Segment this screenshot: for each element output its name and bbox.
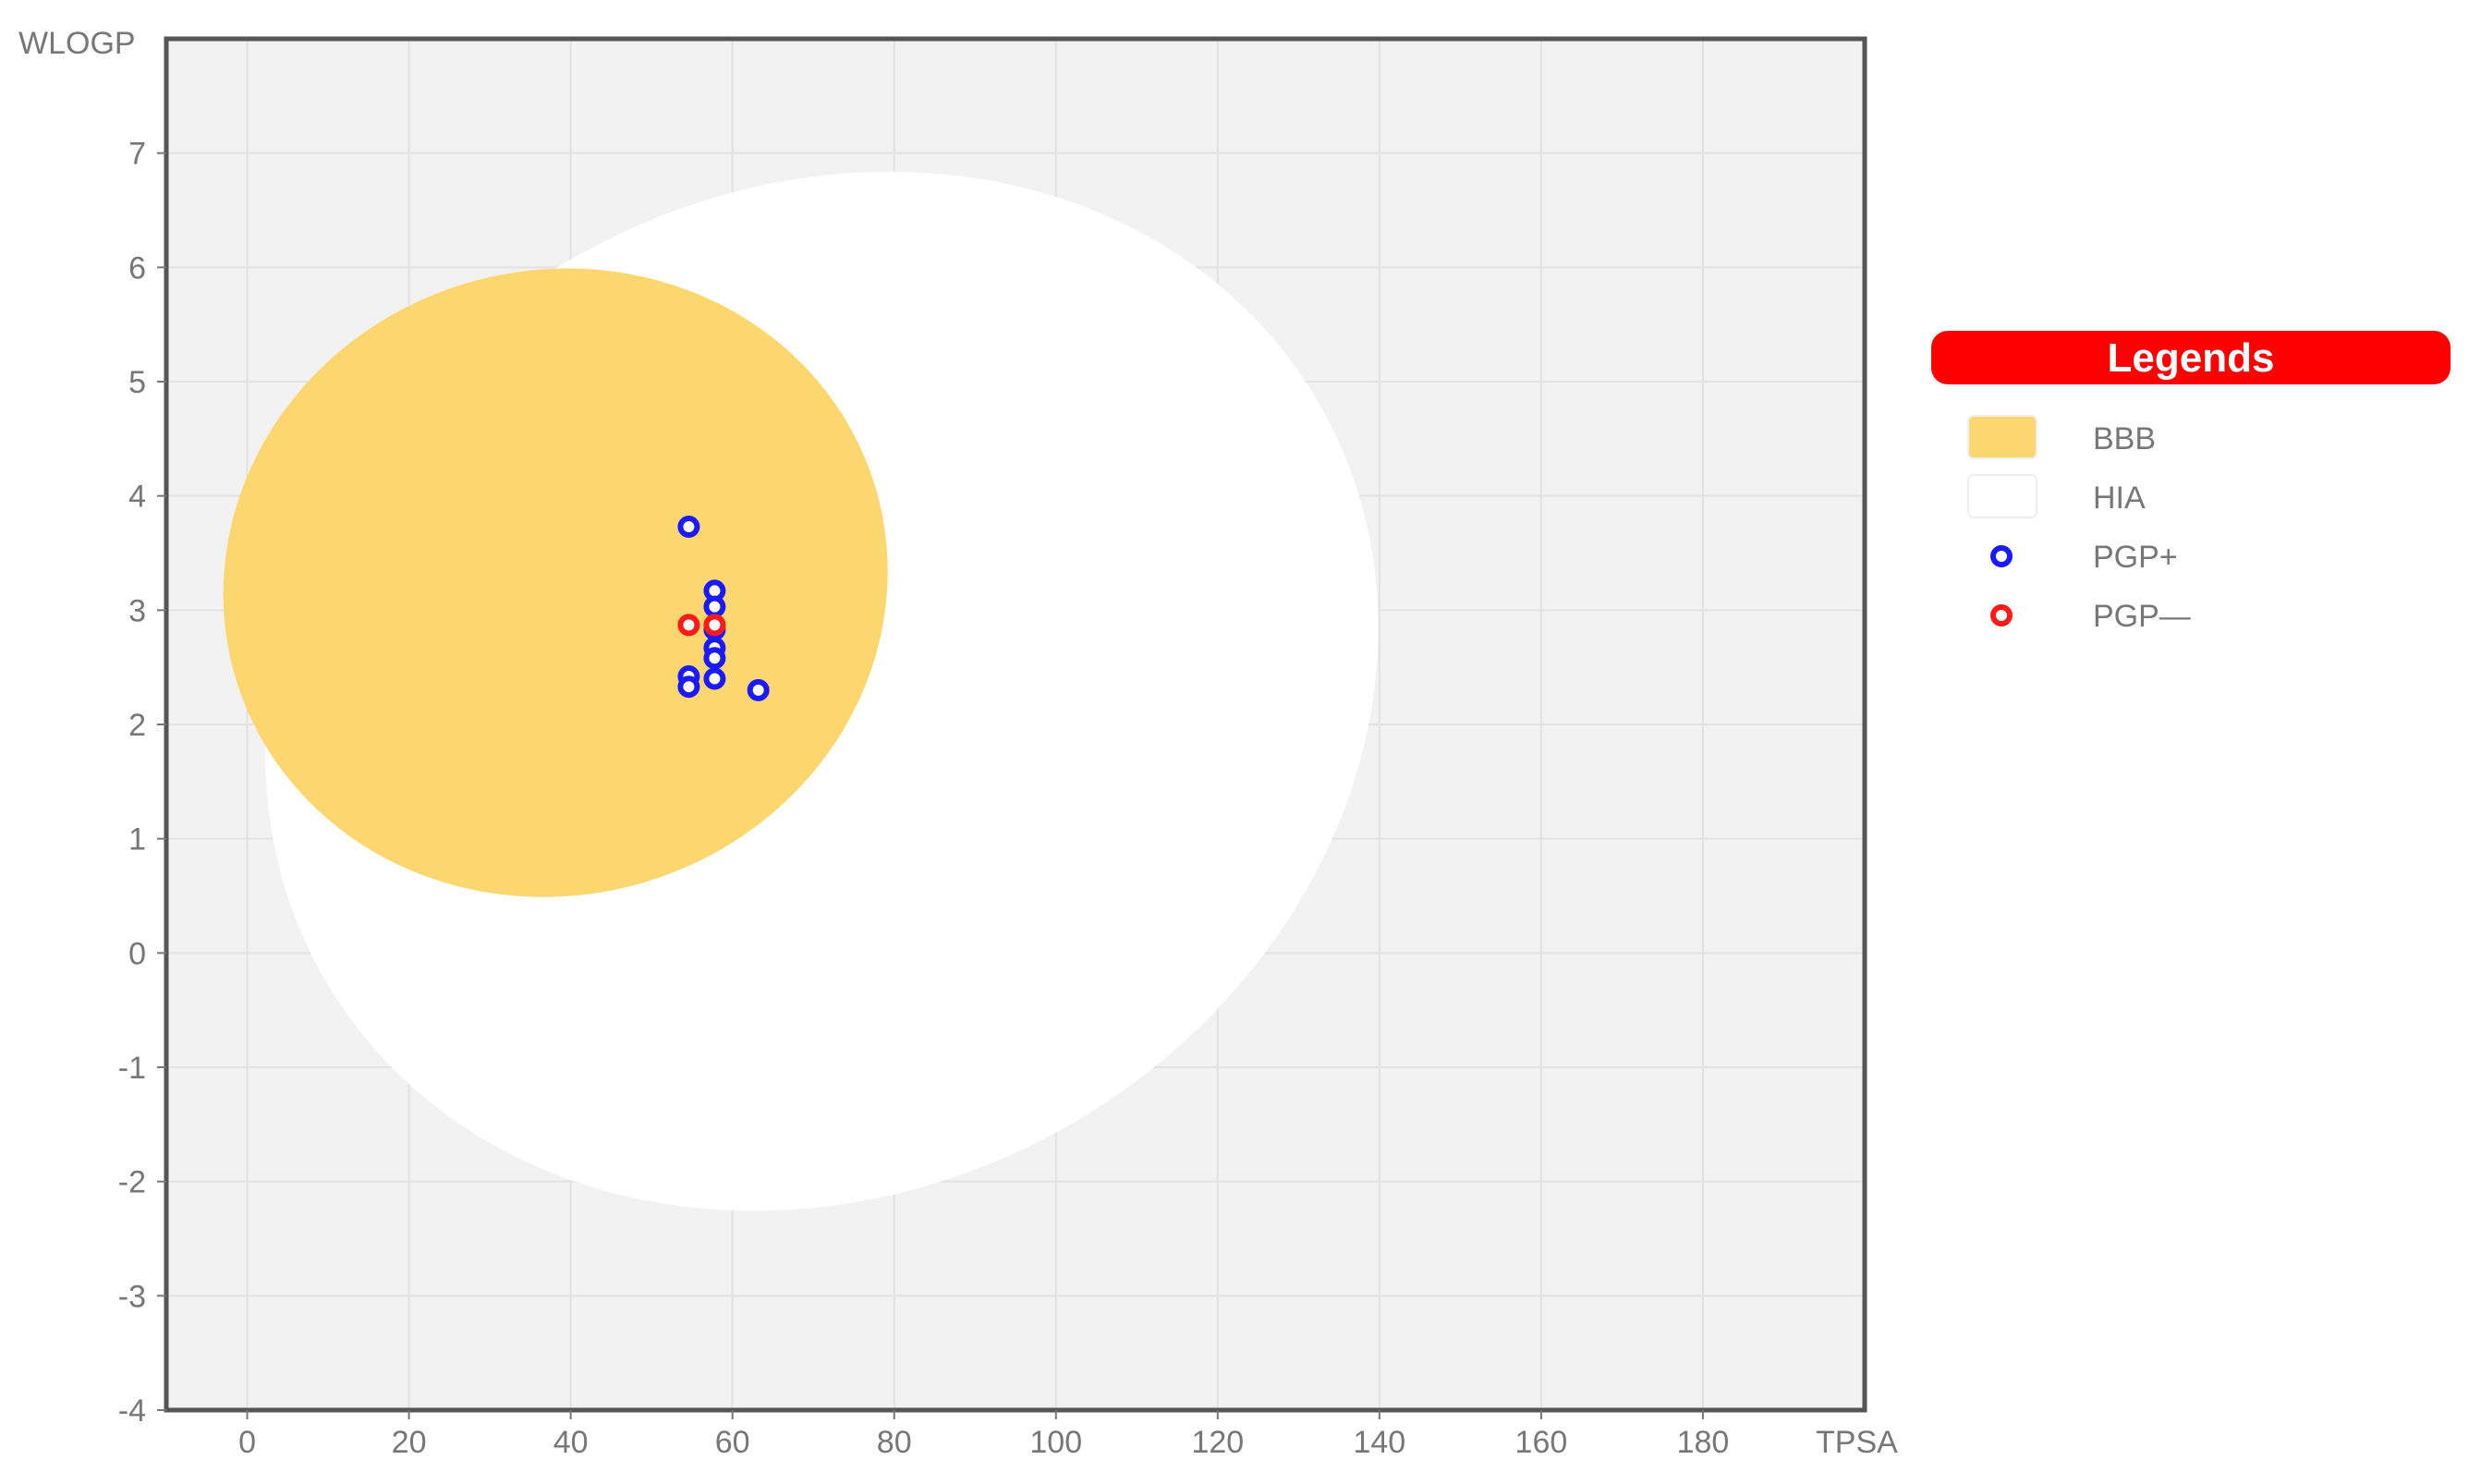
x-tick-label: 80 [877, 1425, 912, 1460]
data-point [703, 647, 726, 670]
x-tick-label: 100 [1029, 1425, 1082, 1460]
legend-swatch [1967, 415, 2037, 459]
data-point [677, 614, 700, 637]
legend-item-2: HIA [1967, 474, 2146, 518]
x-tick-label: 180 [1677, 1425, 1730, 1460]
x-axis-label: TPSA [1816, 1425, 1898, 1460]
region-layer [223, 171, 1379, 1211]
legend-item-3: PGP+ [1990, 540, 2178, 575]
y-tick-label: 0 [128, 936, 146, 971]
region-bbb [223, 268, 888, 897]
legend-item-1: BBB [1967, 415, 2156, 459]
data-point [703, 614, 726, 637]
points-layer [677, 516, 770, 701]
x-tick-label: 20 [392, 1425, 427, 1460]
legend-marker [1990, 545, 2013, 567]
x-tick-label: 120 [1191, 1425, 1244, 1460]
y-tick-label: 7 [128, 137, 146, 172]
legend-swatch [1967, 474, 2037, 518]
legend-label: PGP+ [2093, 540, 2178, 575]
y-axis-label: WLOGP [18, 26, 136, 61]
legend-title: Legends [2108, 335, 2275, 381]
data-point [703, 667, 726, 690]
legend-marker [1990, 604, 2013, 626]
x-tick-label: 140 [1353, 1425, 1405, 1460]
legend-item-4: PGP— [1990, 599, 2191, 634]
x-tick-label: 40 [553, 1425, 589, 1460]
y-tick-label: -4 [118, 1393, 146, 1429]
legend-label: BBB [2093, 421, 2156, 456]
x-tick-label: 0 [238, 1425, 256, 1460]
y-tick-label: 1 [128, 822, 146, 858]
x-tick-label: 160 [1515, 1425, 1568, 1460]
legend-label: HIA [2093, 480, 2146, 516]
legend-label: PGP— [2093, 599, 2191, 634]
y-tick-label: -1 [118, 1051, 146, 1086]
y-tick-label: 5 [128, 365, 146, 400]
data-point [677, 675, 700, 699]
y-tick-label: -3 [118, 1279, 146, 1314]
x-tick-label: 60 [715, 1425, 750, 1460]
data-point [747, 678, 770, 701]
frame-layer [157, 36, 1867, 1419]
series-pgp-minus [677, 614, 726, 637]
data-point [677, 516, 700, 539]
tick-labels: 0 20 40 60 80 100 120 140 160 180 -4 -3 -2 -1 0 1 2 3 4 5 6 7 [118, 137, 1730, 1460]
y-tick-label: 6 [128, 250, 146, 286]
y-tick-label: -2 [118, 1165, 146, 1200]
y-tick-label: 3 [128, 593, 146, 628]
data-point [703, 595, 726, 618]
y-tick-label: 2 [128, 708, 146, 743]
y-tick-label: 4 [128, 480, 146, 515]
legend-title-bar [1931, 331, 2451, 384]
legend: Legends BBB HIA PGP+ PGP— [1931, 331, 2451, 634]
